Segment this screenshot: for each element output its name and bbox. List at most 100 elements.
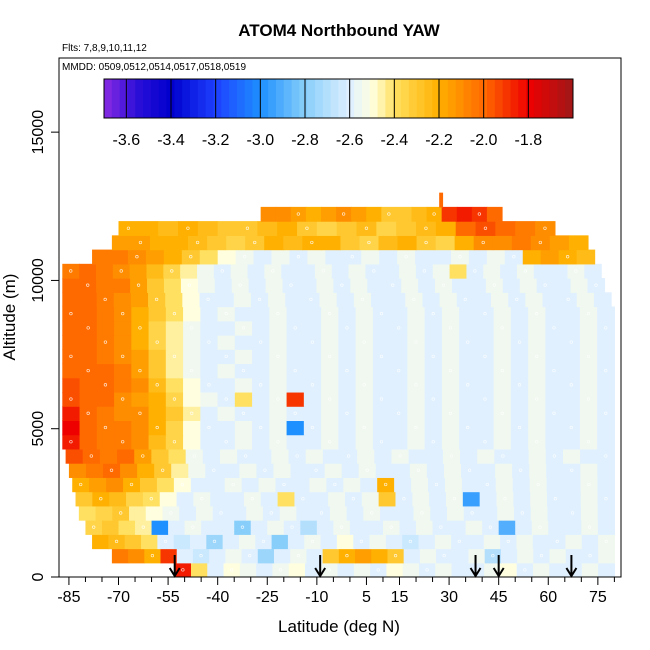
heatmap-cell — [96, 349, 115, 365]
sample-point — [477, 212, 482, 216]
sample-point — [230, 568, 234, 572]
heatmap-cell — [468, 249, 488, 265]
sample-point — [535, 440, 539, 444]
heatmap-cell — [131, 420, 150, 436]
colorbar-swatch — [385, 79, 394, 118]
heatmap-cell — [533, 548, 551, 564]
heatmap-cell — [493, 335, 512, 350]
x-axis: -85 -70 -55 -40 -25 -10 5 15 30 45 60 75 — [57, 577, 615, 606]
heatmap-cell — [118, 221, 139, 236]
sample-point — [172, 440, 177, 444]
heatmap-cell — [286, 391, 305, 407]
heatmap-cell — [302, 292, 321, 308]
heatmap-cell — [250, 520, 268, 535]
colorbar-swatch — [401, 79, 410, 118]
heatmap-cell — [336, 292, 355, 308]
heatmap-cell — [491, 292, 509, 308]
heatmap-cell — [344, 491, 363, 507]
heatmap-cell — [79, 306, 98, 322]
heatmap-cell — [183, 335, 201, 350]
sample-point — [259, 383, 263, 387]
colorbar-tick-label: -3.0 — [247, 132, 275, 149]
heatmap-cell — [568, 235, 589, 251]
heatmap-cell — [515, 520, 533, 535]
heatmap-cell — [96, 363, 115, 379]
sample-point — [181, 568, 185, 572]
heatmap-cell — [96, 434, 115, 450]
heatmap-cell — [303, 363, 322, 379]
heatmap-cell — [237, 448, 255, 464]
heatmap-cell — [269, 391, 288, 407]
colorbar-tick-label: -1.8 — [515, 132, 543, 149]
heatmap-cell — [331, 263, 350, 279]
heatmap-cell — [302, 235, 322, 251]
sample-point — [310, 539, 315, 544]
sample-point — [483, 440, 487, 444]
heatmap-cell — [451, 278, 470, 293]
heatmap-cell — [598, 548, 615, 564]
heatmap-cell — [545, 377, 564, 393]
heatmap-cell — [85, 463, 104, 478]
heatmap-cell — [476, 434, 495, 450]
heatmap-cell — [277, 491, 296, 507]
heatmap-cell — [252, 377, 270, 393]
heatmap-cell — [324, 463, 343, 478]
heatmap-cell — [262, 505, 281, 521]
sample-point — [244, 454, 248, 458]
heatmap-cell — [355, 420, 374, 436]
y-tick-label: 5000 — [30, 411, 47, 447]
sample-point — [420, 511, 424, 515]
heatmap-cell — [338, 349, 357, 365]
heatmap-cell — [62, 335, 81, 350]
sample-point — [604, 454, 608, 458]
heatmap-cell — [580, 505, 599, 521]
sample-point — [135, 255, 139, 259]
heatmap-cell — [468, 548, 486, 564]
heatmap-cell — [456, 206, 473, 222]
heatmap-cell — [79, 278, 97, 293]
heatmap-cell — [111, 548, 129, 564]
heatmap-cell — [163, 249, 183, 265]
sample-point — [200, 497, 204, 501]
heatmap-cell — [303, 406, 322, 422]
heatmap-cell — [130, 235, 151, 251]
heatmap-cell — [183, 363, 201, 379]
heatmap-cell — [361, 491, 380, 507]
sample-point — [370, 511, 374, 515]
heatmap-cell — [441, 206, 458, 222]
sample-point — [483, 226, 488, 230]
x-tick-label: 30 — [440, 589, 458, 606]
heatmap-cell — [562, 391, 581, 407]
heatmap-cell — [476, 320, 495, 336]
heatmap-cell — [545, 363, 564, 379]
heatmap-cell — [579, 391, 598, 407]
heatmap-cell — [545, 391, 564, 407]
heatmap-cell — [62, 363, 81, 379]
heatmap-cell — [225, 548, 243, 564]
heatmap-cell — [290, 548, 308, 564]
heatmap-cell — [252, 320, 270, 336]
heatmap-cell — [581, 562, 599, 577]
heatmap-cell — [117, 448, 135, 464]
colorbar-swatch — [104, 79, 113, 118]
heatmap-cell — [253, 249, 273, 265]
heatmap-cell — [216, 292, 235, 308]
heatmap-cell — [391, 448, 410, 464]
heatmap-cell — [547, 505, 565, 521]
heatmap-cell — [148, 306, 167, 322]
heatmap-cell — [217, 249, 237, 265]
sample-point — [310, 383, 315, 387]
sample-point — [442, 554, 446, 558]
heatmap-cell — [162, 505, 180, 521]
sample-point — [321, 269, 325, 273]
heatmap-cell — [131, 306, 150, 322]
heatmap-cell — [500, 562, 518, 577]
sample-point — [190, 326, 194, 330]
sample-point — [586, 397, 591, 401]
heatmap-cell — [372, 363, 391, 379]
heatmap-cell — [303, 306, 322, 322]
heatmap-cell — [199, 292, 218, 308]
heatmap-cell — [531, 520, 549, 535]
heatmap-cell — [268, 292, 286, 308]
heatmap-cell — [430, 505, 448, 521]
